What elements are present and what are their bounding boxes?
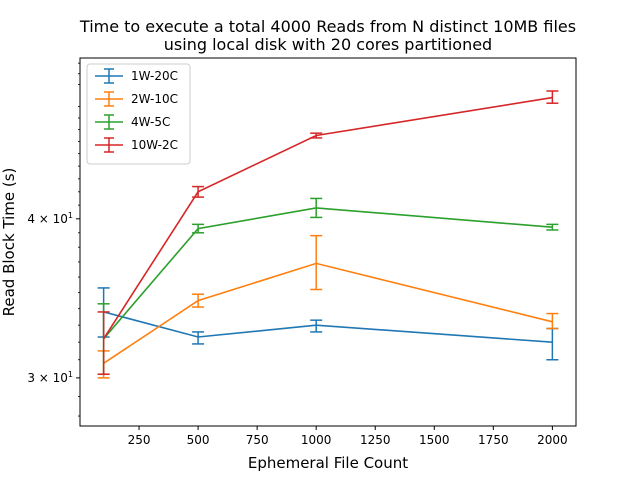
plot-frame (79, 57, 577, 427)
x-tick-label: 1250 (360, 433, 391, 447)
axes: 250 500 750 1000 1250 1500 1750 2000 3 × 101 4 × … (27, 62, 568, 447)
plot-area (97, 90, 559, 379)
x-tick-label: 500 (187, 433, 210, 447)
series-4W-5C (97, 197, 559, 375)
legend-label: 4W-5C (131, 115, 170, 129)
x-tick-label: 1750 (478, 433, 509, 447)
series-line (103, 262, 553, 364)
x-tick-label: 750 (246, 433, 269, 447)
x-axis-label: Ephemeral File Count (248, 454, 408, 472)
series-1W-20C (97, 287, 559, 361)
y-axis-label: Read Block Time (s) (0, 168, 18, 317)
chart-title-line-1: Time to execute a total 4000 Reads from … (79, 17, 576, 36)
y-tick-label: 3 × 101 (27, 370, 73, 385)
chart-title-line-2: using local disk with 20 cores partition… (164, 35, 492, 54)
legend: 1W-20C 2W-10C 4W-5C 10W-2C (86, 63, 191, 165)
legend-label: 1W-20C (131, 69, 178, 83)
x-tick-label: 2000 (537, 433, 568, 447)
series-line (102, 207, 553, 340)
series-line (102, 96, 553, 340)
x-tick-label: 1500 (419, 433, 450, 447)
series-line (103, 311, 553, 343)
series-10W-2C (97, 90, 559, 375)
y-tick-label: 4 × 101 (27, 211, 73, 226)
series-2W-10C (97, 234, 559, 379)
x-tick-label: 1000 (301, 433, 332, 447)
legend-label: 2W-10C (131, 92, 178, 106)
legend-box (86, 63, 191, 165)
legend-label: 10W-2C (131, 138, 178, 152)
x-tick-label: 250 (128, 433, 151, 447)
